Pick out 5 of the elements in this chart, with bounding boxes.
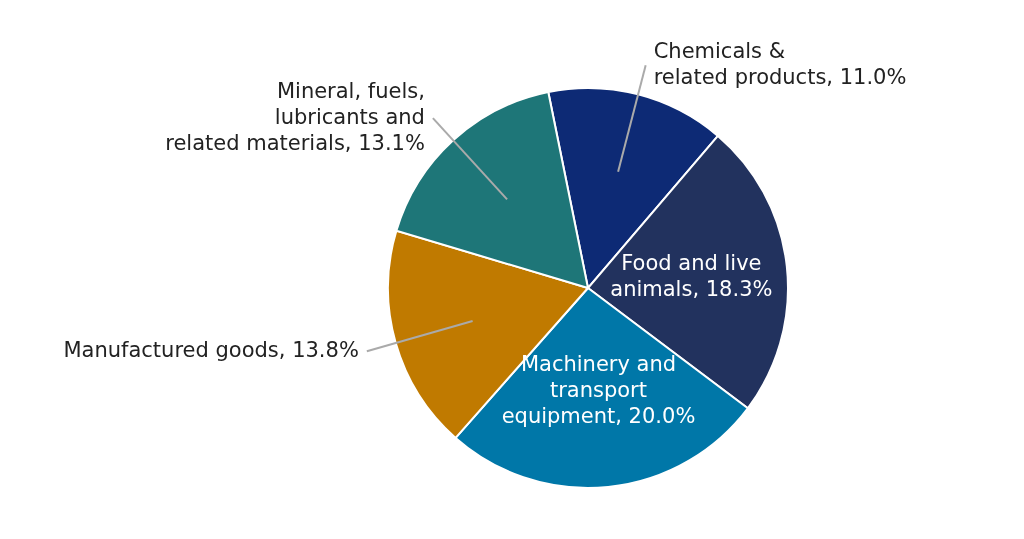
slice-label: Food and live animals, 18.3% (610, 250, 773, 301)
slice-label: Machinery and transport equipment, 20.0% (501, 352, 696, 429)
slice-label: Manufactured goods, 13.8% (63, 338, 359, 363)
slice-label: Mineral, fuels, lubricants and related materials, 13.1% (165, 79, 425, 156)
slice-label: Chemicals & related products, 11.0% (653, 39, 907, 90)
